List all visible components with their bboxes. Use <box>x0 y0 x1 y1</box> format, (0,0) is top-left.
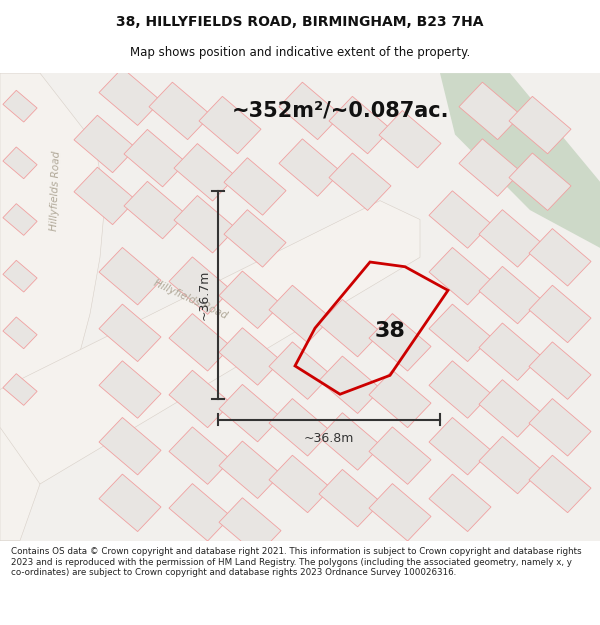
Polygon shape <box>429 474 491 531</box>
Polygon shape <box>124 181 186 239</box>
Polygon shape <box>279 82 341 139</box>
Polygon shape <box>459 139 521 196</box>
Text: ~36.7m: ~36.7m <box>197 270 211 320</box>
Polygon shape <box>269 342 331 399</box>
Polygon shape <box>529 342 591 399</box>
Polygon shape <box>219 384 281 442</box>
Polygon shape <box>99 304 161 361</box>
Polygon shape <box>429 191 491 248</box>
Text: Hillyfields Road: Hillyfields Road <box>152 278 229 321</box>
Polygon shape <box>319 356 381 414</box>
Polygon shape <box>279 139 341 196</box>
Polygon shape <box>3 91 37 122</box>
Polygon shape <box>529 285 591 342</box>
Polygon shape <box>74 115 136 172</box>
Polygon shape <box>369 314 431 371</box>
Polygon shape <box>269 285 331 342</box>
Polygon shape <box>219 498 281 555</box>
Polygon shape <box>99 361 161 418</box>
Polygon shape <box>479 323 541 381</box>
Polygon shape <box>429 304 491 361</box>
Polygon shape <box>529 399 591 456</box>
Polygon shape <box>440 73 600 248</box>
Polygon shape <box>319 412 381 470</box>
Polygon shape <box>124 129 186 187</box>
Polygon shape <box>3 261 37 292</box>
Polygon shape <box>429 361 491 418</box>
Polygon shape <box>99 474 161 531</box>
Polygon shape <box>3 374 37 406</box>
Polygon shape <box>99 248 161 305</box>
Polygon shape <box>174 196 236 253</box>
Text: Map shows position and indicative extent of the property.: Map shows position and indicative extent… <box>130 46 470 59</box>
Polygon shape <box>3 317 37 349</box>
Polygon shape <box>479 436 541 494</box>
Text: 38, HILLYFIELDS ROAD, BIRMINGHAM, B23 7HA: 38, HILLYFIELDS ROAD, BIRMINGHAM, B23 7H… <box>116 15 484 29</box>
Polygon shape <box>379 111 441 168</box>
Polygon shape <box>169 314 231 371</box>
Polygon shape <box>219 271 281 329</box>
Polygon shape <box>224 210 286 267</box>
Polygon shape <box>429 248 491 305</box>
Polygon shape <box>0 201 420 484</box>
Text: Contains OS data © Crown copyright and database right 2021. This information is : Contains OS data © Crown copyright and d… <box>11 548 581 577</box>
Polygon shape <box>219 328 281 385</box>
Polygon shape <box>174 144 236 201</box>
Polygon shape <box>509 96 571 154</box>
Polygon shape <box>429 418 491 475</box>
Polygon shape <box>224 158 286 215</box>
Polygon shape <box>319 299 381 357</box>
Polygon shape <box>369 427 431 484</box>
Polygon shape <box>169 427 231 484</box>
Polygon shape <box>169 484 231 541</box>
Text: 38: 38 <box>374 321 406 341</box>
Polygon shape <box>74 168 136 224</box>
Polygon shape <box>479 210 541 267</box>
Polygon shape <box>3 204 37 236</box>
Polygon shape <box>529 229 591 286</box>
Polygon shape <box>479 380 541 437</box>
Polygon shape <box>509 153 571 211</box>
Polygon shape <box>329 96 391 154</box>
Polygon shape <box>0 73 105 541</box>
Polygon shape <box>169 257 231 314</box>
Polygon shape <box>529 455 591 512</box>
Polygon shape <box>219 441 281 499</box>
Polygon shape <box>169 370 231 428</box>
Polygon shape <box>479 266 541 324</box>
Polygon shape <box>99 68 161 126</box>
Polygon shape <box>269 399 331 456</box>
Polygon shape <box>459 82 521 139</box>
Polygon shape <box>199 96 261 154</box>
Polygon shape <box>3 147 37 179</box>
Polygon shape <box>329 153 391 211</box>
Text: Hillyfields Road: Hillyfields Road <box>49 151 61 231</box>
Text: ~36.8m: ~36.8m <box>304 432 354 445</box>
Polygon shape <box>319 469 381 527</box>
Polygon shape <box>99 418 161 475</box>
Text: ~352m²/~0.087ac.: ~352m²/~0.087ac. <box>231 101 449 121</box>
Polygon shape <box>369 370 431 428</box>
Polygon shape <box>149 82 211 139</box>
Polygon shape <box>369 484 431 541</box>
Polygon shape <box>269 455 331 512</box>
